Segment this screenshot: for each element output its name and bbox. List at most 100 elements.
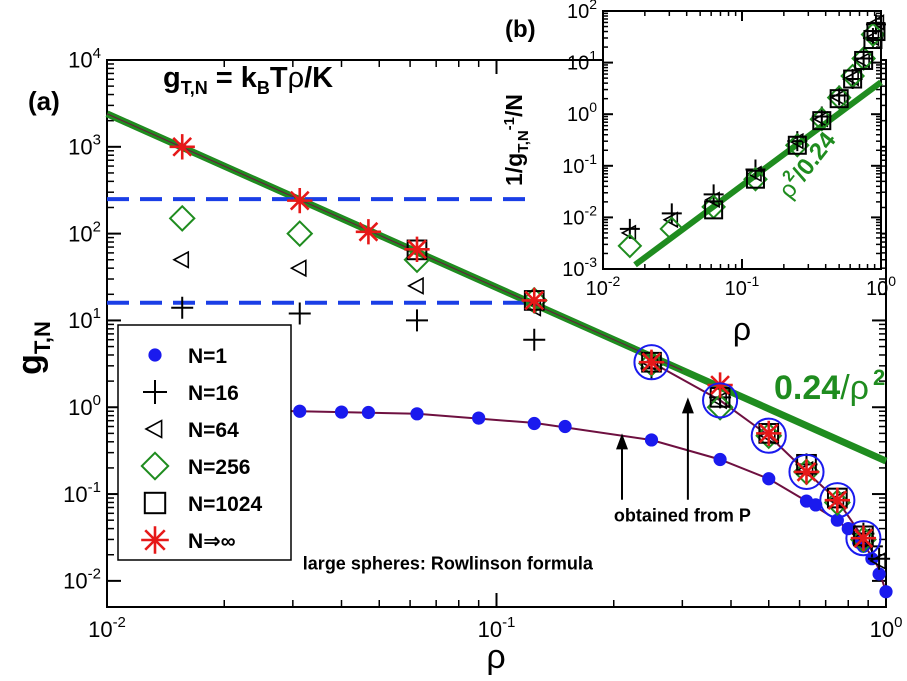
data-point [287,187,313,214]
data-point [762,472,776,486]
data-point [755,422,783,450]
legend-marker [143,491,167,515]
data-point [809,106,835,132]
data-point [863,29,880,47]
y-tick-label: 103 [68,132,101,160]
inset-plot-frame [602,10,882,270]
x-tick-label: 100 [870,614,903,642]
y-tick-label: 102 [68,218,101,246]
legend-label: N=16 [188,382,239,405]
data-point [854,52,870,69]
main-plot: 10-2 10-1 100 10-2 10-1 100 101 102 103 104 obtai… [11,45,902,676]
y-tick-label: 104 [68,45,101,73]
data-point [659,216,685,242]
legend-marker [141,526,169,554]
data-point [829,89,846,106]
main-xlabel: ρ [486,638,505,676]
data-point [843,69,859,87]
data-point [168,204,196,232]
data-point [743,166,768,192]
data-point [638,349,665,375]
data-point [637,349,666,377]
data-point [288,302,311,325]
svg-text:0.24/ρ2: 0.24/ρ 2 [774,365,885,407]
y-tick-label: 101 [567,48,597,75]
data-point [845,520,882,557]
data-point [812,111,832,131]
data-point [558,419,572,434]
data-point [750,417,787,454]
data-point [879,585,893,599]
data-point [850,525,877,551]
data-point [784,132,810,158]
data-point [706,393,734,421]
y-tick-label: 10-1 [562,151,597,178]
annotation-text: large spheres: Rowlinson formula [303,554,594,574]
data-point [866,22,886,42]
annotation-arrowhead [681,397,694,414]
data-point [405,309,428,332]
y-tick-label: 10-2 [562,202,597,229]
inset-xlabel: ρ [733,311,751,347]
panel-a-label: (a) [28,86,60,116]
x-tick-label: 10-1 [725,273,760,300]
data-point [293,404,307,418]
data-point [407,276,424,295]
main-fit-label-value: 0.24 [774,369,840,407]
main-fit-label-sep: / [840,369,850,407]
data-point [824,487,850,513]
data-point [854,50,874,70]
data-point [472,411,486,425]
data-point [756,420,782,447]
data-point [829,89,849,109]
fit-inner-line [106,113,683,371]
data-point [617,233,643,259]
data-point [826,85,852,110]
data-point [787,135,807,155]
svg-text:gT,N: gT,N [11,321,55,375]
data-point [334,405,349,419]
y-tick-label: 10-1 [63,479,101,507]
y-tick-label: 10-2 [63,566,101,594]
data-point [289,259,307,278]
y-tick-label: 100 [68,392,101,420]
main-fit-label-var: ρ [850,369,869,407]
main-fit-label-exp: 2 [873,365,885,390]
data-point [521,287,547,314]
inset-markers [617,14,886,259]
data-point [869,551,886,570]
data-point [361,405,376,420]
data-point [702,382,739,419]
data-point [745,169,765,189]
data-point [662,211,679,229]
data-point [823,488,851,516]
data-point [661,203,682,224]
legend-box [117,324,292,561]
data-point [704,200,724,220]
data-point [644,433,659,447]
svg-text:1/gT,N-1/N: 1/gT,N-1/N [501,94,532,186]
x-tick-label: 10-1 [478,614,516,642]
data-point [843,69,863,89]
data-point [355,219,382,245]
x-tick-label: 10-2 [586,273,621,300]
legend-label: N=1024 [188,493,262,516]
legend-label: N⇒∞ [188,530,236,553]
data-point [809,498,823,512]
y-tick-label: 100 [567,99,597,126]
main-annotations: obtained from P large spheres: Rowlinson … [303,397,751,574]
legend-marker [148,348,162,362]
main-formula: gT,N = kBTρ/K [163,62,333,98]
data-point [713,452,727,467]
annotation-text: obtained from P [614,506,751,526]
main-tick-labels: 10-2 10-1 100 10-2 10-1 100 101 102 103 104 [63,45,902,642]
data-point [872,567,886,581]
data-point [286,220,314,248]
data-point [849,525,877,553]
annotation-arrowhead [616,433,629,450]
data-point [819,482,856,519]
data-point [527,416,541,431]
data-point [812,110,829,128]
